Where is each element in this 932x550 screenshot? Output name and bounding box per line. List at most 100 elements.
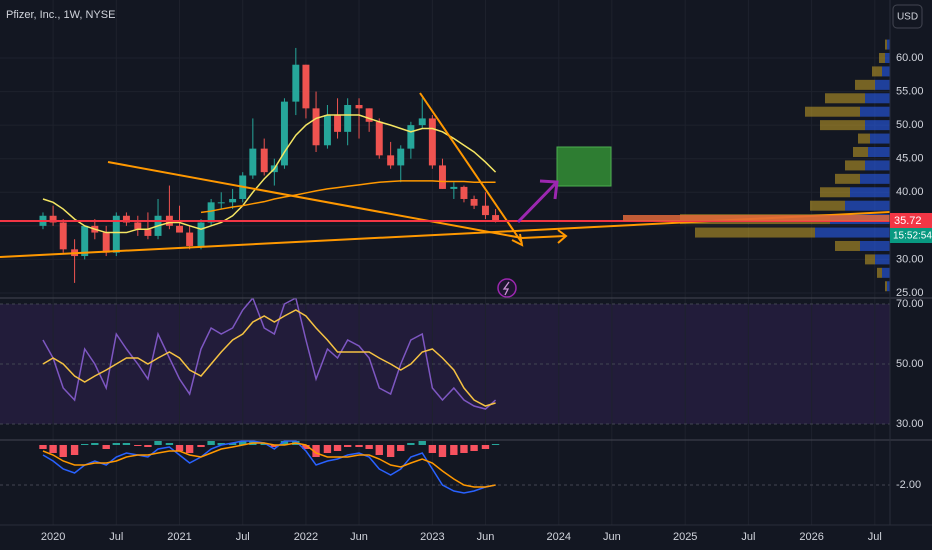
y-tick-label: 55.00 [896,85,924,97]
candle-body [365,108,373,122]
histogram-bar [207,441,215,445]
series-line [42,440,496,494]
histogram-bar [333,445,342,451]
volume-profile-bar [885,281,887,292]
x-tick-label: 2026 [799,531,823,543]
histogram-bar [280,441,289,445]
x-tick-label: 2023 [420,531,444,543]
candle-body [375,121,383,156]
currency-button[interactable] [892,4,923,29]
candle-body [292,64,300,102]
histogram-bar [260,443,268,445]
y-tick-label: 50.00 [896,358,924,370]
x-tick-label: Jul [236,531,250,543]
volume-profile-bar [872,66,882,77]
arrow-head [557,229,568,244]
histogram-bar [375,445,383,455]
arrow-head [539,179,559,200]
volume-profile-bar [805,106,860,117]
histogram-bar [323,445,332,453]
candle-body [249,148,257,176]
volume-profile-bar [815,227,890,238]
histogram-bar [70,445,79,455]
poc-band [623,215,890,221]
volume-profile-bar [820,120,865,131]
y-tick-label: 45.00 [896,153,924,165]
arrow [516,181,558,224]
candle-body [312,108,320,146]
event-icon[interactable] [497,278,517,298]
x-tick-label: 2024 [547,531,571,543]
histogram-bar [91,443,99,445]
histogram-bar [418,441,426,445]
volume-profile-bar [850,187,890,198]
volume-profile-bar [845,160,865,171]
drawings [0,92,891,298]
countdown-label: 15:52:54 [893,231,932,242]
histogram-bar [407,443,415,445]
x-tick-label: 2022 [294,531,318,543]
candle-body [59,222,67,250]
histogram-bar [112,443,120,445]
histogram-bar [355,445,363,447]
volume-profile-bar [695,227,815,238]
histogram-bar [59,445,67,457]
histogram-bar [302,445,310,449]
x-tick-label: Jun [350,531,368,543]
volume-profile-bar [835,173,860,184]
histogram-bar [175,445,184,451]
x-tick-label: Jun [477,531,495,543]
volume-profile-bar [853,146,868,157]
candle-body [176,225,183,233]
x-tick-label: Jul [741,531,755,543]
x-tick-label: 2021 [167,531,191,543]
histogram-bar [270,445,279,447]
candle-body [418,118,426,126]
candle-body [407,125,415,149]
candle-body [450,186,458,189]
volume-profile-bar [865,160,890,171]
histogram-bar [312,445,320,457]
volume-profile-bar [810,200,845,211]
series-line [200,180,496,214]
y-tick-label: 60.00 [896,52,924,64]
volume-profile-bar [820,187,850,198]
y-tick-label: 40.00 [896,186,924,198]
y-tick-label: 50.00 [896,119,924,131]
histogram-bar [122,443,131,445]
series-line [42,309,496,407]
candle-body [207,202,215,223]
volume-profile-bar [865,93,890,104]
volume-profile-bar [879,53,885,64]
histogram-bar [460,445,468,453]
histogram-bar [134,445,142,446]
candle-body [280,101,288,166]
candle-body [492,215,500,221]
volume-profile-bar [855,79,875,90]
volume-profile-bar [858,133,870,144]
histogram-bar [102,445,110,449]
histogram-bar [165,443,174,445]
histogram-bar [228,443,237,445]
histogram-bar [239,441,247,445]
y-tick-label: 30.00 [896,253,924,265]
histogram-bar [185,445,194,453]
histogram-bar [154,441,162,445]
candle-body [186,232,194,246]
histogram-bar [365,445,373,449]
volume-profile-bar [860,173,890,184]
currency-label: USD [897,12,918,23]
volume-profile-bar [870,133,890,144]
histogram-bar [438,445,447,457]
volume-profile-bar [865,120,890,131]
candle-body [134,222,142,230]
volume-profile-bar [885,39,887,50]
candle-body [334,115,342,132]
candle-body [102,232,110,253]
volume-profile-bar [860,240,890,251]
y-tick-label: 70.00 [896,298,924,310]
x-tick-label: Jul [109,531,123,543]
